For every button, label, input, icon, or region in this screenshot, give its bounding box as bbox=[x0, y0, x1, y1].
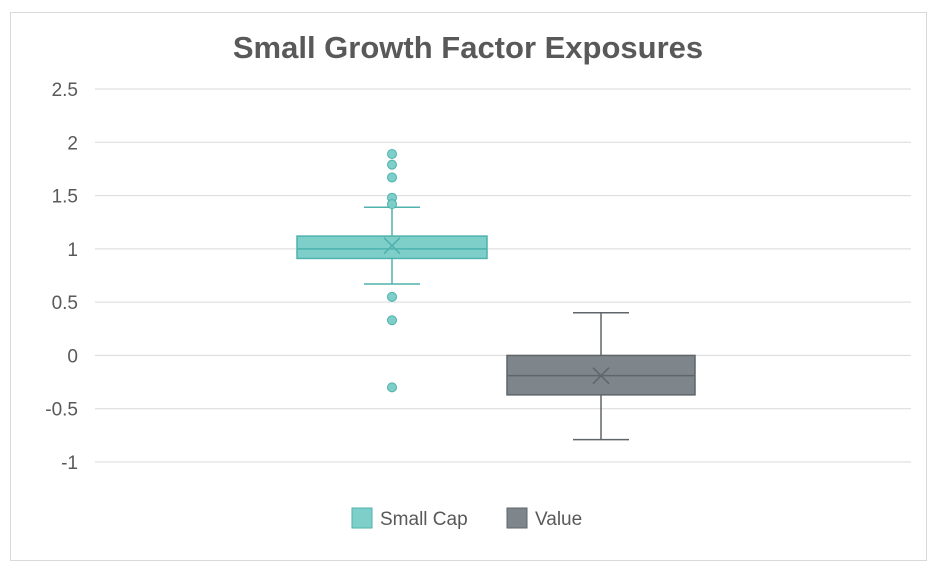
mean-marker bbox=[592, 367, 610, 385]
box bbox=[296, 235, 488, 260]
chart-frame bbox=[10, 12, 927, 561]
outlier-point bbox=[387, 199, 397, 210]
legend-swatch bbox=[351, 507, 373, 529]
outlier-point bbox=[387, 382, 397, 393]
legend-item: Small Cap bbox=[351, 507, 468, 530]
outlier-point bbox=[387, 315, 397, 326]
y-tick-label: 2.5 bbox=[52, 80, 78, 101]
legend: Small Cap Value bbox=[351, 507, 582, 530]
y-tick-label: 1 bbox=[67, 240, 78, 261]
legend-label: Small Cap bbox=[380, 509, 468, 530]
box-series-value bbox=[506, 312, 696, 441]
gridlines bbox=[95, 88, 911, 463]
outlier-point bbox=[387, 291, 397, 302]
y-axis: 2.5 2 1.5 1 0.5 0 -0.5 -1 bbox=[45, 80, 78, 474]
outlier-point bbox=[387, 149, 397, 160]
y-tick-label: -1 bbox=[61, 453, 78, 474]
legend-label: Value bbox=[535, 509, 582, 530]
y-tick-label: 0.5 bbox=[52, 293, 78, 314]
box-series-small-cap bbox=[296, 149, 488, 393]
y-tick-label: 0 bbox=[67, 346, 78, 367]
legend-swatch bbox=[506, 507, 528, 529]
mean-marker bbox=[383, 237, 401, 255]
outlier-point bbox=[387, 159, 397, 170]
outlier-point bbox=[387, 172, 397, 183]
y-tick-label: 2 bbox=[67, 133, 78, 154]
chart-title: Small Growth Factor Exposures bbox=[233, 30, 703, 65]
legend-item: Value bbox=[506, 507, 582, 530]
y-tick-label: -0.5 bbox=[45, 400, 78, 421]
plot-area bbox=[296, 149, 696, 441]
y-tick-label: 1.5 bbox=[52, 187, 78, 208]
